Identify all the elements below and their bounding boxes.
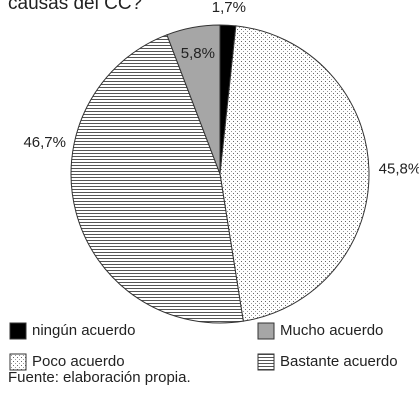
data-label: 46,7%	[23, 134, 66, 151]
data-label: 1,7%	[212, 0, 246, 16]
legend-swatch	[9, 353, 27, 371]
legend-swatch	[9, 322, 27, 340]
legend-label: Poco acuerdo	[32, 353, 125, 370]
legend-swatch	[257, 322, 275, 340]
legend-swatch	[257, 353, 275, 371]
pie-slice	[219, 25, 370, 322]
pie-slice	[166, 24, 221, 175]
pie-slice	[70, 34, 244, 324]
source-note: Fuente: elaboración propia.	[8, 369, 191, 386]
legend-label: Bastante acuerdo	[280, 353, 398, 370]
legend-label: Mucho acuerdo	[280, 322, 383, 339]
chart-title: causas del CC?	[8, 0, 142, 14]
data-label: 45,8%	[379, 160, 419, 177]
data-label: 5,8%	[181, 45, 215, 62]
legend-label: ningún acuerdo	[32, 322, 135, 339]
